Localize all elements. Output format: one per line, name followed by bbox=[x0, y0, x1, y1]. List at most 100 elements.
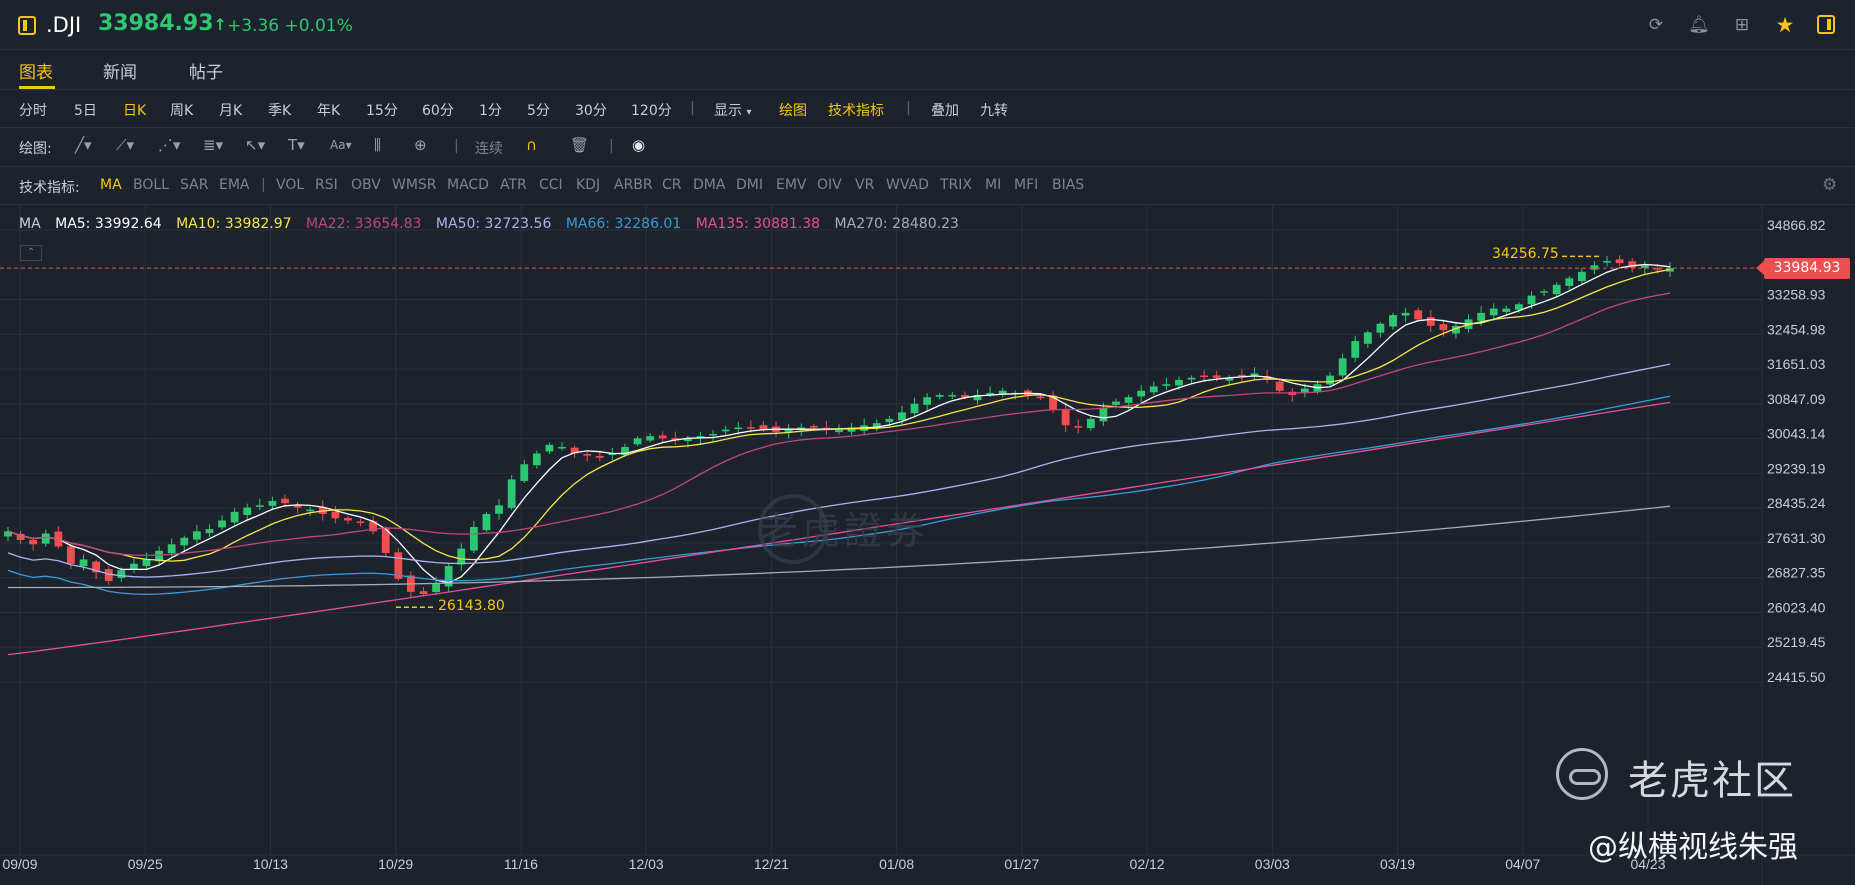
candle-body bbox=[1338, 358, 1347, 376]
x-tick-label: 09/25 bbox=[128, 856, 163, 872]
candle-body bbox=[41, 533, 50, 544]
period-button[interactable]: 季K bbox=[268, 103, 292, 119]
wave-tool-icon[interactable]: ⋰▾ bbox=[158, 136, 181, 154]
indicator-mfi[interactable]: MFI bbox=[1014, 177, 1039, 193]
bell-icon[interactable]: 🔔︎ bbox=[1688, 15, 1710, 35]
text-tool-icon[interactable]: T▾ bbox=[288, 136, 305, 154]
draw-button[interactable]: 绘图 bbox=[779, 103, 807, 119]
indicator-dmi[interactable]: DMI bbox=[736, 177, 763, 193]
chart-area[interactable]: 09/09 09/25 10/13 10/29 11/16 12/03 12/21 01/08… bbox=[0, 205, 1855, 885]
indicator-rsi[interactable]: RSI bbox=[315, 177, 338, 193]
indicator-vol[interactable]: VOL bbox=[276, 177, 305, 193]
candle-body bbox=[998, 390, 1007, 394]
overlay-button[interactable]: 叠加 bbox=[931, 103, 959, 119]
indicator-ema[interactable]: EMA bbox=[219, 177, 250, 193]
indicator-atr[interactable]: ATR bbox=[500, 177, 527, 193]
period-button[interactable]: 分时 bbox=[19, 103, 47, 119]
indicator-arbr[interactable]: ARBR bbox=[614, 177, 653, 193]
indicator-boll[interactable]: BOLL bbox=[133, 177, 169, 193]
candle-body bbox=[369, 521, 378, 532]
star-icon[interactable]: ★ bbox=[1775, 13, 1795, 37]
ma-legend-item: MA5: 33992.64 bbox=[55, 216, 162, 232]
indicator-cci[interactable]: CCI bbox=[539, 177, 563, 193]
indicator-oiv[interactable]: OIV bbox=[817, 177, 842, 193]
continuous-toggle[interactable]: 连续 bbox=[475, 141, 503, 157]
candle-body bbox=[1036, 396, 1045, 399]
price-change: +3.36 +0.01% bbox=[227, 16, 353, 36]
candle-body bbox=[79, 559, 88, 567]
font-size-tool-icon[interactable]: Aa▾ bbox=[330, 138, 352, 152]
measure-tool-icon[interactable]: ⫼ bbox=[374, 136, 381, 154]
magnet-icon[interactable]: ∩ bbox=[526, 136, 537, 154]
indicator-kdj[interactable]: KDJ bbox=[576, 177, 601, 193]
candle-body bbox=[759, 425, 768, 430]
indicator-bias[interactable]: BIAS bbox=[1052, 177, 1085, 193]
period-button[interactable]: 日K bbox=[123, 103, 147, 119]
arrow-tool-icon[interactable]: ↖▾ bbox=[245, 136, 266, 154]
candlestick-chart[interactable]: 09/09 09/25 10/13 10/29 11/16 12/03 12/21 01/08… bbox=[0, 205, 1855, 885]
candle-body bbox=[1426, 317, 1435, 326]
candle-body bbox=[1515, 304, 1523, 310]
candle-body bbox=[684, 438, 692, 442]
eye-icon[interactable]: ◉ bbox=[632, 136, 646, 154]
fib-tool-icon[interactable]: ≣▾ bbox=[203, 136, 224, 154]
display-dropdown[interactable]: 显示 ▾ bbox=[714, 103, 752, 119]
high-label: 34256.75 bbox=[1492, 246, 1559, 263]
indicator-macd[interactable]: MACD bbox=[447, 177, 489, 193]
indicator-ma[interactable]: MA bbox=[100, 177, 122, 193]
candle-body bbox=[1552, 284, 1561, 295]
candle-body bbox=[570, 447, 579, 454]
candle-body bbox=[1149, 386, 1158, 393]
panel-icon[interactable] bbox=[1817, 15, 1835, 34]
ma-legend-item: MA66: 32286.01 bbox=[565, 216, 682, 232]
candle-body bbox=[1137, 390, 1146, 397]
indicator-trix[interactable]: TRIX bbox=[940, 177, 972, 193]
candle-body bbox=[1477, 312, 1486, 321]
period-button[interactable]: 5日 bbox=[74, 103, 97, 119]
nine-turn-button[interactable]: 九转 bbox=[980, 103, 1008, 119]
ma-line bbox=[7, 268, 1671, 562]
tab-news[interactable]: 新闻 bbox=[103, 63, 137, 83]
indicator-wmsr[interactable]: WMSR bbox=[392, 177, 437, 193]
indicator-vr[interactable]: VR bbox=[855, 177, 875, 193]
x-tick-label: 04/23 bbox=[1630, 856, 1665, 872]
candle-body bbox=[1124, 397, 1133, 403]
indicator-obv[interactable]: OBV bbox=[351, 177, 381, 193]
period-button[interactable]: 30分 bbox=[575, 103, 607, 119]
y-tick-label: 28435.24 bbox=[1767, 495, 1826, 511]
refresh-icon[interactable]: ⟳ bbox=[1648, 15, 1664, 35]
polyline-tool-icon[interactable]: ⟋▾ bbox=[116, 136, 135, 154]
x-tick-label: 02/12 bbox=[1130, 856, 1165, 872]
period-button[interactable]: 周K bbox=[170, 103, 194, 119]
tab-chart[interactable]: 图表 bbox=[19, 63, 53, 83]
indicator-dma[interactable]: DMA bbox=[693, 177, 726, 193]
gear-icon[interactable]: ⚙ bbox=[1822, 175, 1838, 195]
candle-body bbox=[432, 583, 440, 592]
grid-icon[interactable]: ⊞ bbox=[1734, 15, 1750, 35]
indicator-sar[interactable]: SAR bbox=[180, 177, 209, 193]
zoom-tool-icon[interactable]: ⊕ bbox=[414, 136, 427, 154]
period-button[interactable]: 15分 bbox=[366, 103, 398, 119]
period-button[interactable]: 60分 bbox=[422, 103, 454, 119]
period-button[interactable]: 1分 bbox=[479, 103, 502, 119]
tab-posts[interactable]: 帖子 bbox=[189, 63, 223, 83]
line-tool-icon[interactable]: ╱▾ bbox=[75, 136, 92, 154]
indicator-mi[interactable]: MI bbox=[985, 177, 1002, 193]
period-button[interactable]: 5分 bbox=[527, 103, 550, 119]
candle-body bbox=[1061, 409, 1070, 426]
period-button[interactable]: 年K bbox=[317, 103, 341, 119]
indicator-emv[interactable]: EMV bbox=[776, 177, 807, 193]
indicator-cr[interactable]: CR bbox=[662, 177, 682, 193]
period-button[interactable]: 月K bbox=[219, 103, 243, 119]
collapse-legend-button[interactable]: ⌃ bbox=[20, 245, 42, 261]
candle-body bbox=[230, 511, 239, 523]
candle-body bbox=[646, 436, 655, 441]
candle-body bbox=[92, 561, 101, 573]
period-button[interactable]: 120分 bbox=[631, 103, 672, 119]
candle-body bbox=[469, 526, 478, 551]
tech-indicator-button[interactable]: 技术指标 bbox=[828, 103, 884, 119]
indicator-wvad[interactable]: WVAD bbox=[886, 177, 929, 193]
candle-body bbox=[192, 531, 201, 540]
trash-icon[interactable]: 🗑︎ bbox=[570, 136, 590, 154]
y-tick-label: 27631.30 bbox=[1767, 530, 1826, 546]
